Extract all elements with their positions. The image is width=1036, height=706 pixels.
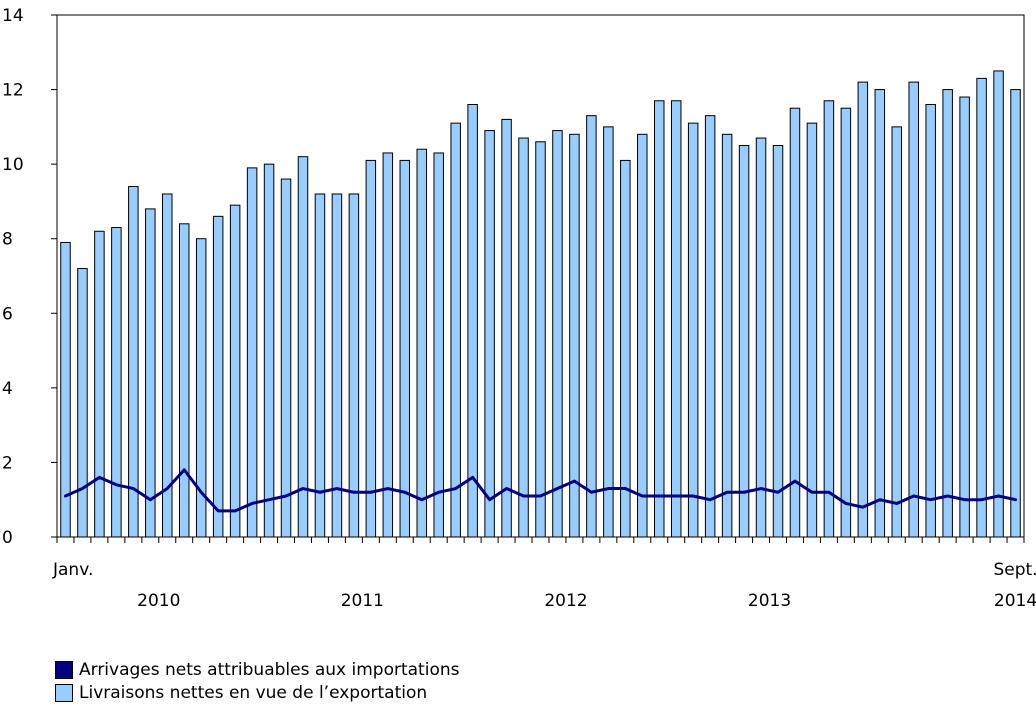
bar-export-10 [229, 204, 241, 538]
x-year-label-2010: 2010 [137, 591, 180, 611]
bar-export-24 [467, 103, 478, 538]
x-tick-label-end: Sept. [993, 560, 1036, 580]
bar-export-33 [620, 159, 631, 538]
bar-export-29 [552, 130, 563, 538]
y-tick-label-12: 12 [2, 81, 24, 101]
legend-item-imports: Arrivages nets attribuables aux importat… [55, 660, 459, 680]
bar-export-2 [94, 230, 105, 538]
bar-export-23 [450, 122, 461, 538]
bar-export-31 [586, 115, 597, 538]
bar-export-18 [365, 159, 377, 538]
bar-export-5 [145, 208, 156, 538]
legend-label-exports: Livraisons nettes en vue de l’exportatio… [79, 683, 428, 703]
bar-export-38 [704, 115, 716, 538]
bar-export-35 [654, 100, 665, 538]
y-tick-label-14: 14 [2, 6, 24, 26]
bar-export-25 [484, 130, 495, 538]
bar-export-1 [77, 268, 88, 538]
bar-export-49 [891, 126, 903, 538]
x-year-label-2012: 2012 [544, 591, 587, 611]
bar-export-0 [60, 241, 71, 538]
bar-export-30 [569, 133, 580, 538]
bar-export-43 [789, 107, 801, 538]
x-tick-label-start: Janv. [52, 560, 93, 580]
plot-frame [56, 14, 1025, 538]
bar-export-40 [738, 145, 750, 538]
bar-export-34 [637, 133, 648, 538]
bar-export-50 [908, 81, 919, 538]
bar-export-3 [111, 227, 122, 538]
legend-swatch-imports [55, 661, 73, 679]
legend-swatch-exports [55, 684, 73, 702]
bar-export-9 [212, 215, 224, 538]
bar-export-32 [603, 126, 614, 538]
bar-export-19 [382, 152, 394, 538]
line-layer [63, 468, 1018, 513]
y-axis: 0 2 4 6 8 10 12 14 [2, 6, 57, 548]
bar-export-14 [297, 156, 309, 538]
bar-export-39 [721, 133, 733, 538]
bar-export-26 [501, 118, 512, 538]
bar-export-36 [670, 100, 682, 538]
x-axis: Janv. Sept. 2010 2011 2012 2013 2014 [52, 537, 1036, 611]
bar-export-54 [976, 77, 987, 538]
bar-export-28 [535, 141, 546, 538]
bar-export-42 [772, 145, 784, 538]
bar-export-41 [755, 137, 767, 538]
x-year-label-2014: 2014 [994, 591, 1036, 611]
bar-export-7 [178, 223, 190, 538]
bar-export-37 [687, 122, 699, 538]
bar-export-27 [518, 137, 529, 538]
y-tick-label-6: 6 [2, 304, 13, 324]
bar-export-13 [280, 178, 292, 538]
bar-export-16 [331, 193, 343, 538]
bar-export-22 [433, 152, 444, 538]
bar-export-48 [874, 89, 886, 538]
bar-export-52 [942, 89, 953, 538]
x-year-label-2011: 2011 [341, 591, 384, 611]
y-tick-label-2: 2 [2, 453, 13, 473]
x-year-label-2013: 2013 [748, 591, 791, 611]
bar-export-4 [128, 186, 139, 538]
bar-export-11 [246, 167, 258, 538]
legend-item-exports: Livraisons nettes en vue de l’exportatio… [55, 683, 427, 703]
bars-layer [60, 70, 1021, 538]
bar-export-44 [806, 122, 818, 538]
bar-export-53 [959, 96, 970, 538]
y-tick-label-4: 4 [2, 379, 13, 399]
bar-export-56 [1010, 89, 1021, 538]
legend-label-imports: Arrivages nets attribuables aux importat… [79, 660, 460, 680]
bar-export-47 [857, 81, 869, 538]
bar-export-17 [348, 193, 360, 538]
bar-export-21 [416, 148, 427, 538]
y-tick-label-0: 0 [2, 528, 13, 548]
bar-export-55 [993, 70, 1004, 538]
bar-export-12 [263, 163, 275, 538]
y-tick-label-10: 10 [2, 155, 24, 175]
bar-export-46 [840, 107, 852, 538]
bar-export-51 [925, 103, 936, 538]
y-tick-label-8: 8 [2, 230, 13, 250]
bar-export-15 [314, 193, 326, 538]
bar-export-20 [399, 159, 411, 538]
bar-export-45 [823, 100, 835, 538]
